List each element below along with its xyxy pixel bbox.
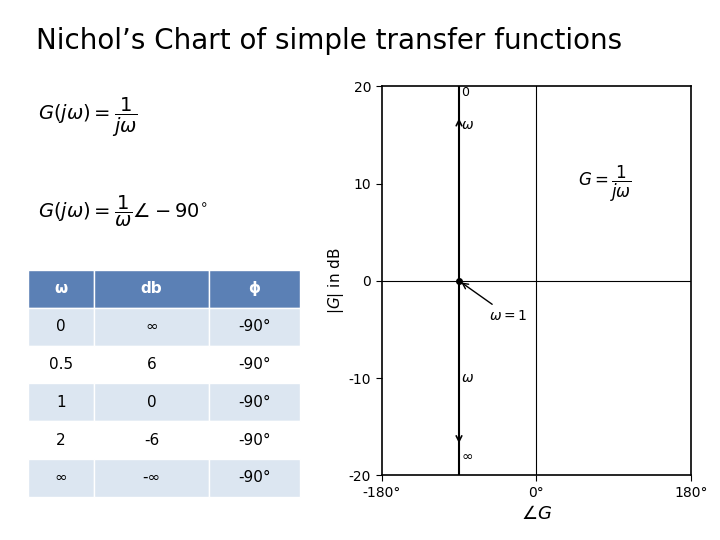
Text: 6: 6	[147, 357, 156, 372]
Text: ∞: ∞	[145, 319, 158, 334]
FancyBboxPatch shape	[209, 346, 300, 383]
Text: 2: 2	[56, 433, 66, 448]
Text: -90°: -90°	[238, 395, 271, 410]
FancyBboxPatch shape	[94, 383, 209, 421]
Text: $G(j\omega) = \dfrac{1}{j\omega}$: $G(j\omega) = \dfrac{1}{j\omega}$	[37, 96, 138, 139]
Text: ϕ: ϕ	[248, 281, 261, 296]
X-axis label: $\angle G$: $\angle G$	[521, 505, 552, 523]
FancyBboxPatch shape	[209, 421, 300, 459]
FancyBboxPatch shape	[27, 459, 94, 497]
Text: 0.5: 0.5	[49, 357, 73, 372]
Text: ω: ω	[54, 281, 68, 296]
FancyBboxPatch shape	[27, 270, 94, 308]
Text: $G = \dfrac{1}{j\omega}$: $G = \dfrac{1}{j\omega}$	[578, 164, 632, 204]
Text: $\omega$: $\omega$	[461, 371, 474, 385]
FancyBboxPatch shape	[94, 270, 209, 308]
Text: -90°: -90°	[238, 470, 271, 485]
Y-axis label: $|G|$ in dB: $|G|$ in dB	[326, 247, 346, 314]
Text: -90°: -90°	[238, 357, 271, 372]
Text: -90°: -90°	[238, 319, 271, 334]
Text: -90°: -90°	[238, 433, 271, 448]
FancyBboxPatch shape	[94, 421, 209, 459]
Text: db: db	[141, 281, 163, 296]
Text: 0: 0	[147, 395, 156, 410]
FancyBboxPatch shape	[94, 308, 209, 346]
FancyBboxPatch shape	[27, 308, 94, 346]
FancyBboxPatch shape	[27, 421, 94, 459]
FancyBboxPatch shape	[209, 383, 300, 421]
FancyBboxPatch shape	[27, 346, 94, 383]
FancyBboxPatch shape	[209, 270, 300, 308]
Text: 1: 1	[56, 395, 66, 410]
Text: 0: 0	[461, 86, 469, 99]
Text: -∞: -∞	[143, 470, 161, 485]
Text: Nichol’s Chart of simple transfer functions: Nichol’s Chart of simple transfer functi…	[36, 27, 622, 55]
Text: -6: -6	[144, 433, 159, 448]
FancyBboxPatch shape	[27, 383, 94, 421]
FancyBboxPatch shape	[209, 308, 300, 346]
FancyBboxPatch shape	[94, 346, 209, 383]
Text: $G(j\omega) = \dfrac{1}{\omega}\angle -90^{\circ}$: $G(j\omega) = \dfrac{1}{\omega}\angle -9…	[37, 194, 207, 230]
Text: $\infty$: $\infty$	[461, 449, 473, 463]
Text: ∞: ∞	[55, 470, 67, 485]
FancyBboxPatch shape	[209, 459, 300, 497]
FancyBboxPatch shape	[94, 459, 209, 497]
Text: $\omega$: $\omega$	[461, 118, 474, 132]
Text: 0: 0	[56, 319, 66, 334]
Text: $\omega = 1$: $\omega = 1$	[462, 284, 527, 323]
